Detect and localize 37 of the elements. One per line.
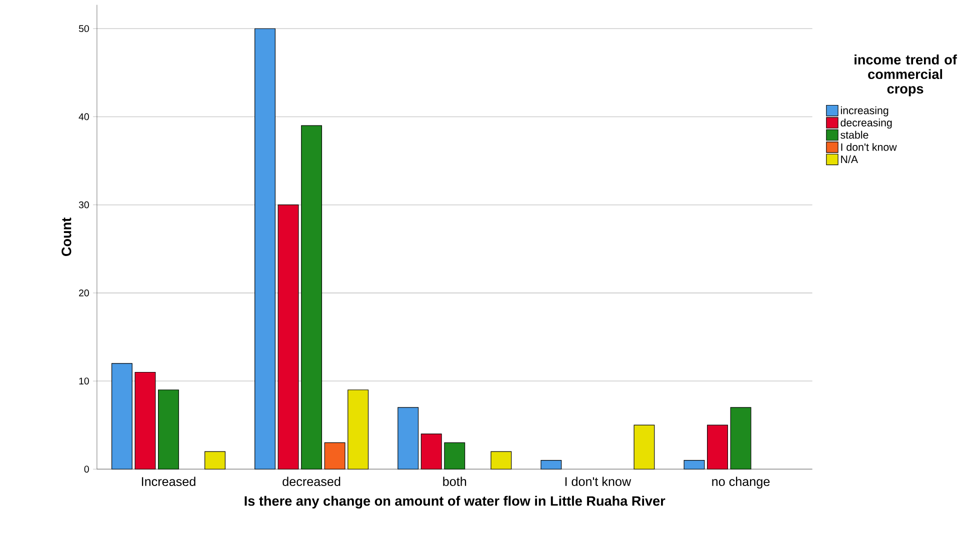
legend-label: increasing [840, 106, 888, 116]
y-tick-label: 10 [79, 378, 89, 385]
legend-label: I don't know [841, 143, 897, 151]
x-tick-label: I don't know [565, 476, 632, 486]
y-tick-label: 40 [78, 113, 89, 120]
y-tick-label: 30 [78, 201, 89, 208]
bar [301, 125, 322, 470]
legend-label: stable [840, 130, 868, 139]
bar [490, 451, 512, 470]
y-tick-label: 50 [78, 25, 89, 32]
x-tick-label: decreased [282, 476, 340, 486]
bar [324, 442, 346, 470]
legend-title: income trend of commercial crops [854, 54, 957, 96]
bar [204, 451, 226, 470]
x-tick-label: both [443, 476, 466, 486]
bar [730, 407, 752, 470]
bar [278, 204, 299, 470]
bar [398, 407, 419, 470]
x-tick-label: Increased [142, 476, 196, 486]
bar [254, 28, 276, 470]
bar [707, 424, 728, 470]
legend-label: decreasing [840, 118, 892, 129]
legend-label: N/A [841, 155, 858, 164]
bar [684, 460, 705, 470]
bar [444, 442, 466, 470]
bar [420, 434, 442, 470]
bar [348, 390, 369, 470]
y-tick-label: 0 [84, 466, 89, 473]
x-tick-label: no change [712, 476, 770, 489]
x-axis-title: Is there any change on amount of water flow in Little Ruaha River [244, 496, 666, 509]
bar [634, 424, 655, 470]
y-axis-title: Count [62, 218, 72, 256]
bar [134, 372, 156, 470]
y-tick-label: 20 [79, 290, 89, 296]
bar [540, 460, 562, 470]
bar [111, 363, 132, 470]
bar [158, 390, 179, 470]
